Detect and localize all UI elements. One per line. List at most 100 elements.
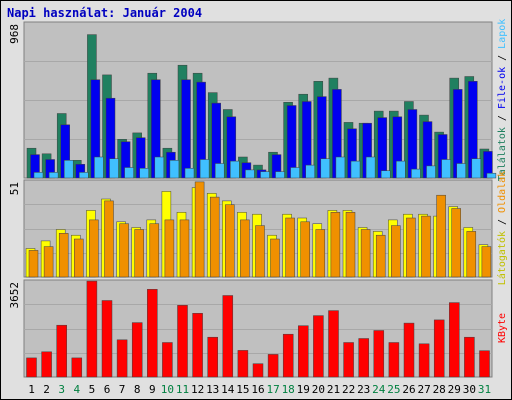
bar-oldalak-day-12 [194,181,205,278]
bar-kbyte-day-19 [298,325,309,378]
bar-lapok-day-20 [320,158,331,179]
legend-entry: KByte [497,313,508,343]
bar-file-ok-day-26 [407,109,418,179]
x-tick-label: 18 [282,383,295,396]
bar-lapok-day-24 [380,170,391,179]
y-max-label: 51 [8,182,21,195]
legend-middle: Látogatók / Oldalak [496,171,508,285]
bar-lapok-day-4 [79,172,89,179]
bar-kbyte-day-6 [101,300,113,378]
x-tick-label: 12 [191,383,204,396]
bar-oldalak-day-31 [481,246,492,278]
bar-oldalak-day-11 [179,219,190,278]
x-tick-label: 8 [134,383,141,396]
bar-oldalak-day-7 [119,223,129,278]
bar-kbyte-day-14 [222,295,234,378]
x-tick-label: 7 [119,383,126,396]
x-tick-label: 19 [297,383,310,396]
bar-oldalak-day-21 [330,212,341,278]
x-tick-label: 2 [43,383,50,396]
bar-oldalak-day-3 [58,233,69,278]
x-tick-label: 6 [104,383,111,396]
bar-oldalak-day-23 [360,229,371,278]
x-tick-label: 17 [266,383,279,396]
x-tick-label: 26 [402,383,415,396]
bar-kbyte-day-16 [252,363,264,378]
bar-oldalak-day-9 [149,223,160,278]
x-tick-label: 20 [312,383,325,396]
x-tick-label: 21 [327,383,340,396]
legend-top: Találatok / File-ok / Lapok [496,19,508,182]
bar-oldalak-day-8 [134,229,144,278]
y-max-label: 968 [8,24,21,44]
bar-kbyte-day-23 [358,338,369,378]
bar-lapok-day-7 [124,167,134,179]
x-axis-labels: 1 2 3 4 5 6 7 8 9 10 11 12 13 14 15 16 17 18 19 20 21 22 23 24 2… [28,383,491,396]
bar-kbyte-day-13 [207,336,218,378]
legend-entry: File-ok [497,67,508,109]
bar-file-ok-day-24 [377,117,387,179]
legend-bottom: KByte [497,313,508,343]
bar-kbyte-day-10 [162,342,173,378]
bar-lapok-day-2 [48,172,59,179]
bar-kbyte-day-12 [192,313,203,378]
bar-lapok-day-13 [214,163,225,179]
bar-oldalak-day-22 [345,212,356,278]
legend-entry: Oldalak [497,171,508,213]
bar-lapok-day-21 [335,156,346,179]
bar-lapok-day-9 [154,156,165,179]
bar-oldalak-day-2 [43,246,54,278]
y-axis-labels: 968 51 3652 [8,24,21,309]
bar-lapok-day-22 [350,160,361,179]
bar-kbyte-day-28 [433,319,445,378]
bar-oldalak-day-28 [436,194,446,278]
bar-kbyte-day-22 [343,342,354,378]
bar-lapok-day-5 [94,156,104,179]
bar-lapok-day-1 [33,172,44,179]
bar-oldalak-day-16 [255,225,265,278]
chart-bars [25,34,497,378]
x-tick-label: 13 [206,383,219,396]
bar-oldalak-day-27 [421,215,431,278]
bar-lapok-day-27 [426,165,436,179]
bar-lapok-day-8 [139,168,149,179]
bar-kbyte-day-26 [403,322,415,378]
chart-title: Napi használat: Január 2004 [7,6,203,20]
bar-file-ok-day-11 [181,79,191,179]
x-tick-label: 30 [463,383,476,396]
legend-entry: Találatok [496,127,508,181]
x-tick-label: 4 [73,383,80,396]
bar-kbyte-day-18 [282,333,294,378]
x-tick-label: 15 [236,383,249,396]
bar-oldalak-day-4 [74,238,84,278]
bar-lapok-day-10 [169,160,180,179]
bar-oldalak-day-5 [89,219,99,278]
bar-lapok-day-6 [109,158,119,179]
x-tick-label: 16 [251,383,264,396]
bar-lapok-day-17 [275,171,285,179]
legend-entry: / [497,49,508,67]
bar-oldalak-day-25 [391,225,401,278]
x-tick-label: 24 [372,383,386,396]
bar-lapok-day-26 [411,168,421,179]
bar-oldalak-day-19 [300,221,310,278]
legend-entry: Látogatók [496,231,508,285]
bar-oldalak-day-30 [466,231,477,278]
x-tick-label: 10 [161,383,174,396]
bar-lapok-day-12 [199,159,210,179]
x-tick-label: 29 [448,383,461,396]
bar-oldalak-day-13 [209,196,220,278]
bar-kbyte-day-11 [177,305,188,378]
y-max-label: 3652 [8,282,21,309]
bar-kbyte-day-20 [313,315,324,378]
bar-kbyte-day-2 [41,351,52,378]
bar-kbyte-day-27 [418,343,430,378]
x-tick-label: 9 [149,383,156,396]
x-tick-label: 1 [28,383,35,396]
bar-oldalak-day-26 [406,217,416,278]
bar-kbyte-day-7 [116,339,128,378]
bar-lapok-day-30 [471,158,482,179]
x-tick-label: 23 [357,383,370,396]
